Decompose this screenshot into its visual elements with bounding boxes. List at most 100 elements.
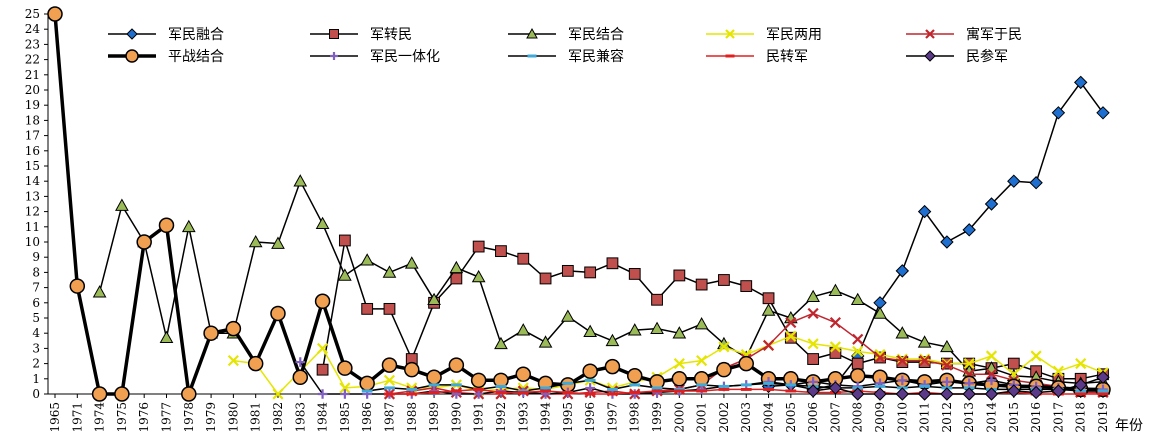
legend-swatch-marker xyxy=(526,27,538,39)
x-tick-label: 1974 xyxy=(93,402,107,433)
x-tick-label: 1980 xyxy=(226,402,240,433)
data-point xyxy=(337,360,353,376)
data-point xyxy=(517,252,530,265)
y-tick-label: 11 xyxy=(25,220,40,234)
legend-item: 民参军 xyxy=(906,48,1008,65)
x-tick-label: 1965 xyxy=(48,402,62,433)
x-axis-title: 年份 xyxy=(1115,418,1143,434)
data-point xyxy=(515,366,532,382)
x-tick-label: 1978 xyxy=(182,402,196,433)
y-tick-label: 7 xyxy=(32,281,40,295)
legend-item: 军转民 xyxy=(310,27,412,43)
series-line xyxy=(367,379,1103,392)
legend-label: 军转民 xyxy=(370,27,412,43)
x-tick-label: 1976 xyxy=(137,402,151,433)
data-point xyxy=(316,363,329,376)
data-point xyxy=(272,388,284,400)
data-point xyxy=(91,386,108,402)
x-tick-label: 1975 xyxy=(115,402,129,433)
data-point xyxy=(807,353,820,365)
data-point xyxy=(338,234,351,247)
y-tick-label: 4 xyxy=(32,326,40,340)
series-layer xyxy=(47,6,1111,402)
x-tick-label: 2004 xyxy=(762,402,776,433)
data-point xyxy=(650,321,664,334)
series-9 xyxy=(806,370,1110,401)
x-tick-label: 1983 xyxy=(293,402,307,433)
data-point xyxy=(115,198,129,211)
data-point xyxy=(471,269,486,283)
x-tick-label: 1986 xyxy=(360,402,374,433)
series-line xyxy=(98,180,1104,385)
data-point xyxy=(940,339,954,353)
data-point xyxy=(92,285,107,298)
data-point xyxy=(984,387,999,401)
x-tick-label: 1977 xyxy=(159,402,173,433)
legend-swatch-marker xyxy=(330,52,338,60)
legend-label: 平战结合 xyxy=(168,49,224,65)
x-tick-label: 1993 xyxy=(516,402,530,433)
data-point xyxy=(851,357,864,370)
data-point xyxy=(873,387,887,401)
data-point xyxy=(761,303,776,316)
data-point xyxy=(495,245,507,258)
data-point xyxy=(917,335,932,348)
x-tick-label: 1995 xyxy=(561,402,575,433)
data-point xyxy=(426,369,442,386)
x-tick-label: 1989 xyxy=(427,402,441,433)
y-tick-label: 19 xyxy=(25,98,40,112)
data-point xyxy=(1052,365,1064,377)
y-tick-label: 6 xyxy=(32,296,40,310)
x-tick-label: 2014 xyxy=(985,402,999,433)
data-point xyxy=(604,358,621,375)
data-point xyxy=(270,305,286,322)
x-tick-label: 1999 xyxy=(650,402,664,433)
data-point xyxy=(450,272,463,285)
x-tick-label: 2017 xyxy=(1051,402,1065,433)
legend-label: 民转军 xyxy=(766,49,808,65)
x-tick-label: 1992 xyxy=(494,402,508,433)
data-point xyxy=(292,369,309,386)
data-point xyxy=(1029,176,1043,190)
data-point xyxy=(829,316,842,329)
data-point xyxy=(762,292,775,305)
data-point xyxy=(671,371,688,387)
x-tick-label: 1981 xyxy=(249,402,263,433)
series-line xyxy=(233,335,1104,395)
y-tick-label: 3 xyxy=(32,341,40,355)
data-point xyxy=(896,354,908,367)
data-point xyxy=(561,264,574,277)
data-point xyxy=(762,339,775,351)
data-point xyxy=(628,268,641,280)
axes: 0123456789101112131415161718192021222324… xyxy=(25,7,1110,433)
legend-item: 寓军于民 xyxy=(906,26,1022,43)
data-point xyxy=(651,293,663,306)
data-point xyxy=(629,389,640,399)
data-point xyxy=(339,382,351,394)
y-tick-label: 1 xyxy=(32,372,40,386)
data-point xyxy=(606,257,619,270)
data-point xyxy=(381,357,398,373)
data-point xyxy=(1073,75,1088,90)
data-point xyxy=(47,6,63,22)
data-point xyxy=(338,268,352,281)
legend-label: 军民融合 xyxy=(168,27,224,43)
data-point xyxy=(561,309,575,322)
x-tick-label: 1998 xyxy=(628,402,642,433)
y-tick-label: 13 xyxy=(25,189,40,203)
legend-swatch-marker xyxy=(126,28,138,40)
y-tick-label: 18 xyxy=(25,113,40,127)
data-point xyxy=(316,342,329,354)
x-tick-label: 2002 xyxy=(717,402,731,433)
series-2 xyxy=(92,174,1110,389)
x-tick-label: 1987 xyxy=(382,402,396,433)
x-tick-label: 1990 xyxy=(449,402,463,433)
data-point xyxy=(897,375,908,386)
y-tick-label: 9 xyxy=(32,250,40,264)
data-point xyxy=(673,269,686,282)
data-point xyxy=(763,377,774,387)
data-point xyxy=(247,355,264,372)
data-point xyxy=(427,292,441,306)
